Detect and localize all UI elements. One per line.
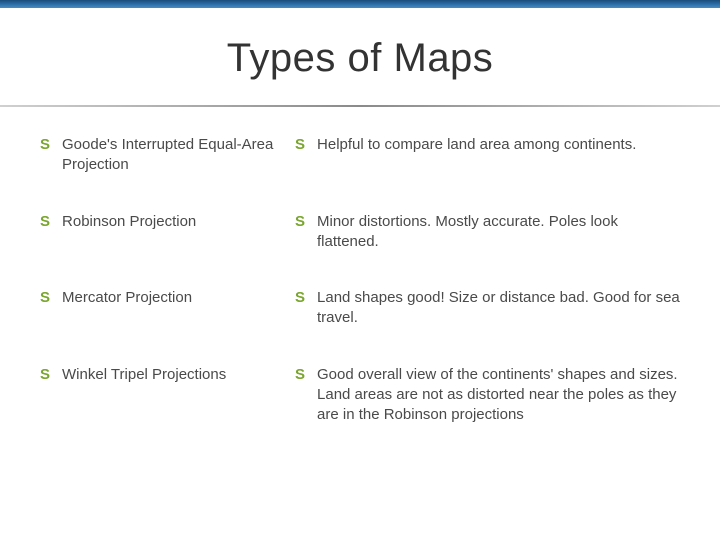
projection-name: Goode's Interrupted Equal-Area Projectio… — [62, 135, 295, 176]
header-gradient-band — [0, 0, 720, 8]
bullet-icon: S — [40, 365, 50, 385]
right-column-item: S Land shapes good! Size or distance bad… — [295, 288, 680, 329]
left-column-item: S Winkel Tripel Projections — [40, 365, 295, 385]
bullet-icon: S — [40, 135, 50, 155]
title-area: Types of Maps — [0, 8, 720, 99]
projection-description: Good overall view of the continents' sha… — [317, 365, 680, 426]
projection-name: Winkel Tripel Projections — [62, 365, 226, 385]
left-column-item: S Robinson Projection — [40, 212, 295, 232]
bullet-icon: S — [295, 288, 305, 308]
projection-description: Helpful to compare land area among conti… — [317, 135, 636, 155]
projection-name: Robinson Projection — [62, 212, 196, 232]
right-column-item: S Minor distortions. Mostly accurate. Po… — [295, 212, 680, 253]
left-column-item: S Mercator Projection — [40, 288, 295, 308]
slide-title: Types of Maps — [0, 36, 720, 81]
bullet-icon: S — [295, 135, 305, 155]
content-area: S Goode's Interrupted Equal-Area Project… — [0, 107, 720, 425]
bullet-icon: S — [295, 212, 305, 232]
list-row: S Mercator Projection S Land shapes good… — [40, 288, 680, 329]
bullet-icon: S — [295, 365, 305, 385]
projection-name: Mercator Projection — [62, 288, 192, 308]
bullet-icon: S — [40, 212, 50, 232]
list-row: S Winkel Tripel Projections S Good overa… — [40, 365, 680, 426]
projection-description: Minor distortions. Mostly accurate. Pole… — [317, 212, 680, 253]
right-column-item: S Helpful to compare land area among con… — [295, 135, 680, 155]
list-row: S Goode's Interrupted Equal-Area Project… — [40, 135, 680, 176]
right-column-item: S Good overall view of the continents' s… — [295, 365, 680, 426]
bullet-icon: S — [40, 288, 50, 308]
projection-description: Land shapes good! Size or distance bad. … — [317, 288, 680, 329]
left-column-item: S Goode's Interrupted Equal-Area Project… — [40, 135, 295, 176]
list-row: S Robinson Projection S Minor distortion… — [40, 212, 680, 253]
